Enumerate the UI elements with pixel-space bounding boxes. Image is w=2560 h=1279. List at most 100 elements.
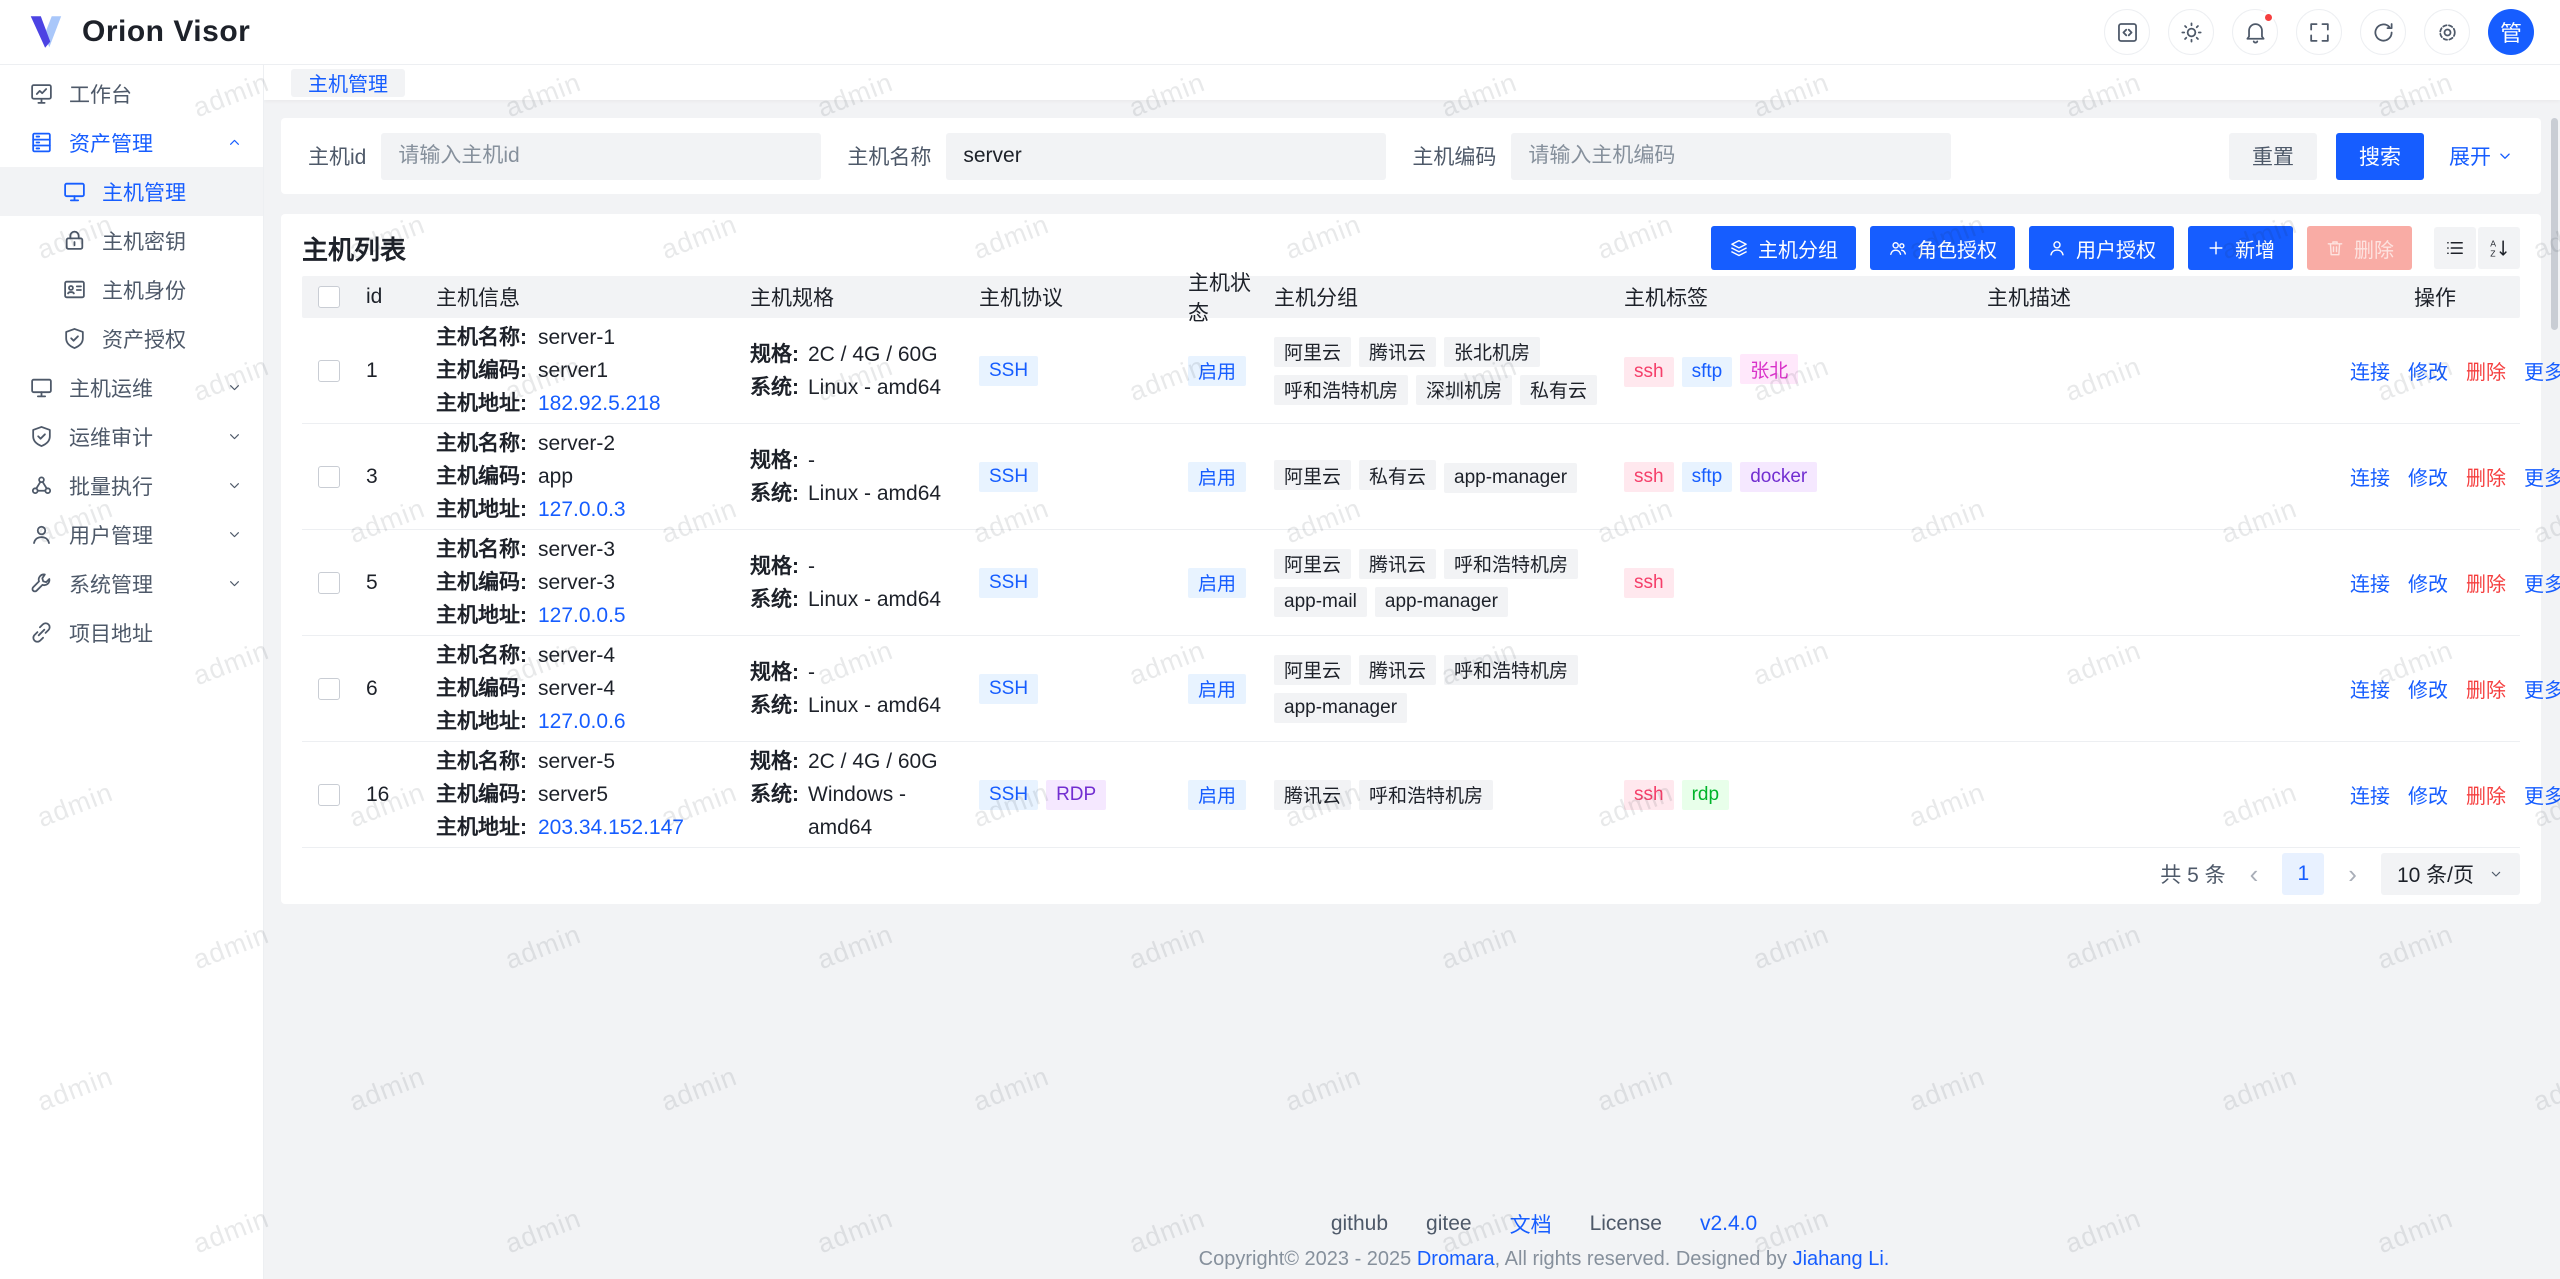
sidebar-item-user[interactable]: 用户管理 xyxy=(0,510,263,559)
edit-action[interactable]: 修改 xyxy=(2408,362,2448,384)
delete-action[interactable]: 删除 xyxy=(2466,362,2506,384)
toolbar-trash-button[interactable]: 删除 xyxy=(2307,226,2412,270)
host-status-cell: 启用 xyxy=(1180,776,1262,814)
info-label: 主机名称: xyxy=(436,432,527,455)
row-id: 16 xyxy=(366,782,390,806)
sidebar-item-wrench[interactable]: 系统管理 xyxy=(0,559,263,608)
settings-button[interactable] xyxy=(2424,9,2470,55)
connect-action[interactable]: 连接 xyxy=(2350,362,2390,384)
author-link[interactable]: Jiahang Li. xyxy=(1792,1248,1890,1270)
info-label: 主机名称: xyxy=(436,326,527,349)
prev-page-button[interactable]: ‹ xyxy=(2249,859,2259,889)
more-action[interactable]: 更多 xyxy=(2524,574,2560,596)
host-address[interactable]: 127.0.0.3 xyxy=(538,498,626,521)
delete-action[interactable]: 删除 xyxy=(2466,680,2506,702)
info-line: 规格: 2C / 4G / 60G xyxy=(750,745,965,778)
refresh-button[interactable] xyxy=(2360,9,2406,55)
status-badge: 启用 xyxy=(1188,673,1247,704)
edit-action[interactable]: 修改 xyxy=(2408,680,2448,702)
info-value: Windows - amd64 xyxy=(808,783,907,839)
host-name-input[interactable] xyxy=(946,132,1387,180)
select-all-checkbox[interactable] xyxy=(318,286,340,308)
sidebar-item-cluster[interactable]: 批量执行 xyxy=(0,461,263,510)
column-header: 主机状态 xyxy=(1188,272,1251,325)
sidebar-item-host[interactable]: 主机运维 xyxy=(0,363,263,412)
row-checkbox[interactable] xyxy=(318,465,340,488)
column-header: id xyxy=(366,285,383,308)
page-size-select[interactable]: 10 条/页 xyxy=(2380,853,2520,895)
row-checkbox[interactable] xyxy=(318,359,340,382)
sidebar-item-idcard[interactable]: 主机身份 xyxy=(0,265,263,314)
chevron-down-icon xyxy=(226,428,243,445)
table-view-button[interactable] xyxy=(2434,227,2476,269)
host-address[interactable]: 127.0.0.6 xyxy=(538,710,626,733)
group-tag: 私有云 xyxy=(1359,460,1437,491)
toolbar-user-button[interactable]: 用户授权 xyxy=(2029,226,2174,270)
reset-button[interactable]: 重置 xyxy=(2229,132,2317,180)
connect-action[interactable]: 连接 xyxy=(2350,468,2390,490)
theme-toggle-button[interactable] xyxy=(2168,9,2214,55)
edit-action[interactable]: 修改 xyxy=(2408,786,2448,808)
group-tag: 呼和浩特机房 xyxy=(1444,548,1579,579)
delete-action[interactable]: 删除 xyxy=(2466,786,2506,808)
info-line: 主机地址: 127.0.0.6 xyxy=(436,705,740,738)
footer-link-v2.4.0[interactable]: v2.4.0 xyxy=(1699,1212,1758,1235)
delete-action[interactable]: 删除 xyxy=(2466,574,2506,596)
info-label: 主机编码: xyxy=(436,359,527,382)
total-count: 共 5 条 xyxy=(2160,864,2226,887)
row-checkbox[interactable] xyxy=(318,783,340,806)
connect-action[interactable]: 连接 xyxy=(2350,680,2390,702)
delete-action[interactable]: 删除 xyxy=(2466,468,2506,490)
scrollbar-thumb[interactable] xyxy=(2551,118,2558,330)
host-id-input[interactable] xyxy=(381,132,822,180)
host-group-cell: 阿里云 私有云 app-manager xyxy=(1262,456,1612,497)
edit-action[interactable]: 修改 xyxy=(2408,574,2448,596)
footer-link-license[interactable]: License xyxy=(1589,1212,1662,1235)
footer-link-github[interactable]: github xyxy=(1330,1212,1389,1235)
dromara-link[interactable]: Dromara xyxy=(1416,1248,1495,1270)
code-panel-button[interactable] xyxy=(2104,9,2150,55)
more-action[interactable]: 更多 xyxy=(2524,468,2560,490)
connect-action[interactable]: 连接 xyxy=(2350,574,2390,596)
more-action[interactable]: 更多 xyxy=(2524,680,2560,702)
host-address[interactable]: 127.0.0.5 xyxy=(538,604,626,627)
row-checkbox[interactable] xyxy=(318,677,340,700)
more-action[interactable]: 更多 xyxy=(2524,362,2560,384)
notifications-button[interactable] xyxy=(2232,9,2278,55)
expand-toggle[interactable]: 展开 xyxy=(2449,141,2514,171)
toolbar-usergroup-button[interactable]: 角色授权 xyxy=(1870,226,2015,270)
sidebar-item-shield[interactable]: 运维审计 xyxy=(0,412,263,461)
toolbar-layers-button[interactable]: 主机分组 xyxy=(1711,226,1856,270)
footer-link-gitee[interactable]: gitee xyxy=(1426,1212,1472,1235)
sidebar-item-assets[interactable]: 资产管理 xyxy=(0,118,263,167)
search-button[interactable]: 搜索 xyxy=(2336,132,2424,180)
sidebar-item-link[interactable]: 项目地址 xyxy=(0,608,263,657)
sidebar-item-workbench[interactable]: 工作台 xyxy=(0,69,263,118)
tab-host-management[interactable]: 主机管理 xyxy=(291,68,405,97)
row-checkbox[interactable] xyxy=(318,571,340,594)
page-number[interactable]: 1 xyxy=(2282,853,2325,895)
edit-action[interactable]: 修改 xyxy=(2408,468,2448,490)
next-page-button[interactable]: › xyxy=(2348,859,2357,889)
toolbar-plus-button[interactable]: 新增 xyxy=(2188,226,2293,270)
group-tag: 阿里云 xyxy=(1274,460,1352,491)
info-line: 规格: - xyxy=(750,444,965,477)
group-tag: 阿里云 xyxy=(1274,654,1352,685)
avatar[interactable]: 管 xyxy=(2488,9,2534,55)
more-action[interactable]: 更多 xyxy=(2524,786,2560,808)
host-address[interactable]: 203.34.152.147 xyxy=(538,816,684,839)
sidebar-item-host[interactable]: 主机管理 xyxy=(0,167,263,216)
host-address[interactable]: 182.92.5.218 xyxy=(538,392,661,415)
connect-action[interactable]: 连接 xyxy=(2350,786,2390,808)
fullscreen-button[interactable] xyxy=(2296,9,2342,55)
sidebar-item-label: 项目地址 xyxy=(69,622,153,646)
column-header: 主机信息 xyxy=(436,287,520,310)
footer-link-文档[interactable]: 文档 xyxy=(1509,1214,1552,1237)
sidebar-item-lock[interactable]: 主机密钥 xyxy=(0,216,263,265)
group-tag: app-manager xyxy=(1374,586,1508,617)
host-code-input[interactable] xyxy=(1511,132,1952,180)
sidebar-item-shield[interactable]: 资产授权 xyxy=(0,314,263,363)
table-header-bar: 主机列表 主机分组 角色授权 用户授权 新增 删除 A Z xyxy=(302,214,2520,276)
